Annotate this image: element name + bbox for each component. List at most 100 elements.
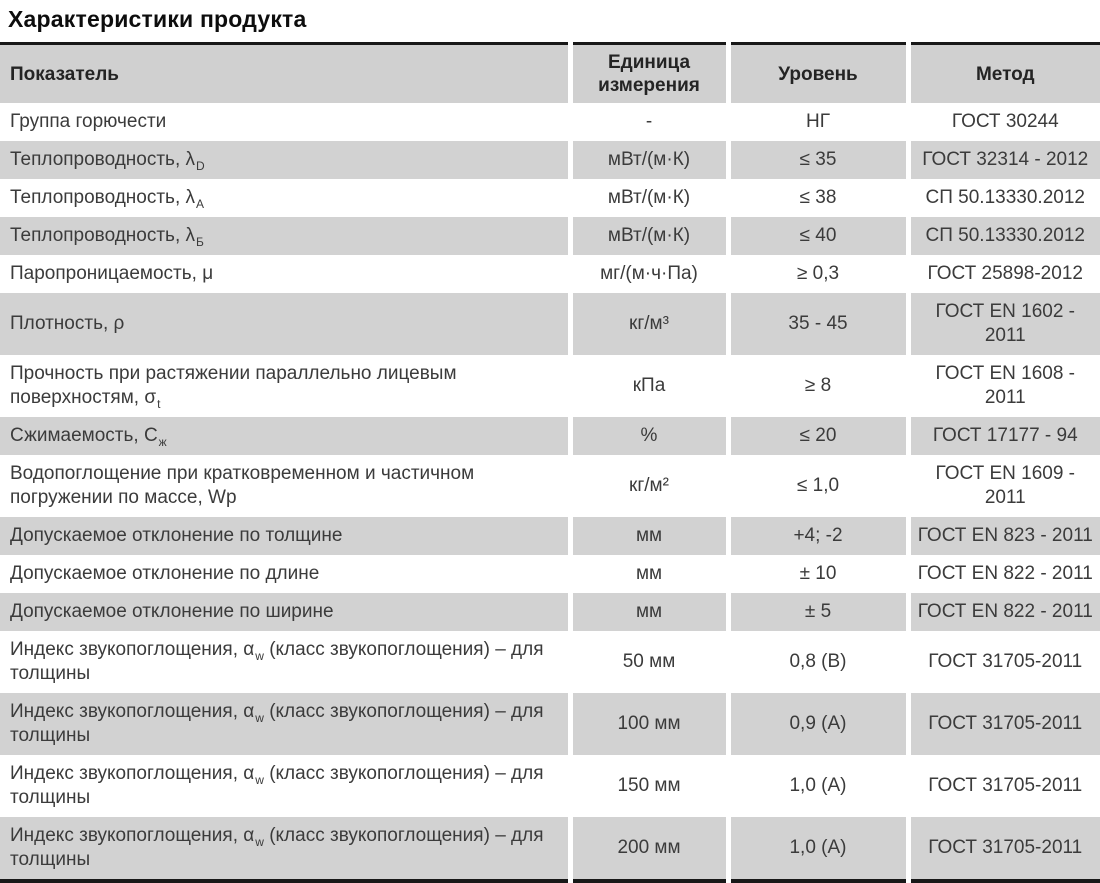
table-row: Прочность при растяжении параллельно лиц…: [0, 355, 1100, 417]
cell-unit: 200 мм: [567, 817, 728, 881]
cell-level: ± 5: [725, 593, 908, 631]
cell-method: ГОСТ EN 1608 - 2011: [905, 355, 1100, 417]
table-row: Группа горючести - НГ ГОСТ 30244: [0, 103, 1100, 141]
header-cell-method: Метод: [905, 43, 1100, 103]
cell-method: ГОСТ EN 1609 - 2011: [905, 455, 1100, 517]
cell-method: ГОСТ 25898-2012: [905, 255, 1100, 293]
header-cell-unit: Единица измерения: [567, 43, 728, 103]
cell-method: ГОСТ EN 1602 - 2011: [905, 293, 1100, 355]
cell-method: СП 50.13330.2012: [905, 179, 1100, 217]
cell-indicator: Индекс звукопоглощения, αw (класс звукоп…: [0, 817, 570, 881]
indicator-subscript: w: [255, 835, 264, 849]
indicator-text: Допускаемое отклонение по длине: [10, 563, 320, 584]
table-row: Теплопроводность, λА мВт/(м·К) ≤ 38 СП 5…: [0, 179, 1100, 217]
table-body: Группа горючести - НГ ГОСТ 30244 Теплопр…: [0, 103, 1100, 881]
indicator-text-after: (класс звукопоглощения) – для толщины: [10, 763, 544, 808]
cell-indicator: Допускаемое отклонение по длине: [0, 555, 570, 593]
cell-unit: 100 мм: [567, 693, 728, 755]
table-row: Допускаемое отклонение по ширине мм ± 5 …: [0, 593, 1100, 631]
cell-unit: 150 мм: [567, 755, 728, 817]
cell-level: ≥ 0,3: [725, 255, 908, 293]
table-row: Допускаемое отклонение по толщине мм +4;…: [0, 517, 1100, 555]
indicator-text: Теплопроводность, λ: [10, 149, 196, 170]
cell-level: ± 10: [725, 555, 908, 593]
table-header-row: Показатель Единица измерения Уровень Мет…: [0, 43, 1100, 103]
indicator-text: Индекс звукопоглощения, α: [10, 825, 255, 846]
cell-method: ГОСТ 32314 - 2012: [905, 141, 1100, 179]
indicator-subscript: w: [255, 711, 264, 725]
table-row: Теплопроводность, λD мВт/(м·К) ≤ 35 ГОСТ…: [0, 141, 1100, 179]
indicator-text: Плотность, ρ: [10, 313, 125, 334]
cell-level: 1,0 (А): [725, 817, 908, 881]
indicator-text: Группа горючести: [10, 111, 167, 132]
cell-level: 1,0 (А): [725, 755, 908, 817]
cell-unit: 50 мм: [567, 631, 728, 693]
cell-method: ГОСТ EN 822 - 2011: [905, 593, 1100, 631]
cell-indicator: Теплопроводность, λБ: [0, 217, 570, 255]
indicator-text: Водопоглощение при кратковременном и час…: [10, 463, 475, 508]
cell-level: ≤ 35: [725, 141, 908, 179]
cell-unit: мВт/(м·К): [567, 217, 728, 255]
cell-method: ГОСТ 31705-2011: [905, 693, 1100, 755]
cell-unit: мм: [567, 517, 728, 555]
table-row: Индекс звукопоглощения, αw (класс звукоп…: [0, 693, 1100, 755]
cell-method: ГОСТ 31705-2011: [905, 817, 1100, 881]
table-header: Показатель Единица измерения Уровень Мет…: [0, 43, 1100, 103]
cell-unit: мВт/(м·К): [567, 141, 728, 179]
product-spec-table: Показатель Единица измерения Уровень Мет…: [0, 42, 1100, 883]
cell-unit: -: [567, 103, 728, 141]
indicator-text: Прочность при растяжении параллельно лиц…: [10, 363, 457, 408]
cell-indicator: Допускаемое отклонение по ширине: [0, 593, 570, 631]
cell-unit: мВт/(м·К): [567, 179, 728, 217]
cell-indicator: Группа горючести: [0, 103, 570, 141]
table-row: Теплопроводность, λБ мВт/(м·К) ≤ 40 СП 5…: [0, 217, 1100, 255]
cell-indicator: Теплопроводность, λD: [0, 141, 570, 179]
cell-indicator: Паропроницаемость, μ: [0, 255, 570, 293]
table-row: Индекс звукопоглощения, αw (класс звукоп…: [0, 755, 1100, 817]
cell-unit: мг/(м·ч·Па): [567, 255, 728, 293]
cell-indicator: Водопоглощение при кратковременном и час…: [0, 455, 570, 517]
indicator-text: Допускаемое отклонение по ширине: [10, 601, 334, 622]
table-row: Допускаемое отклонение по длине мм ± 10 …: [0, 555, 1100, 593]
indicator-subscript: Б: [196, 235, 204, 249]
cell-method: ГОСТ 31705-2011: [905, 631, 1100, 693]
cell-method: ГОСТ EN 823 - 2011: [905, 517, 1100, 555]
cell-indicator: Плотность, ρ: [0, 293, 570, 355]
cell-unit: кг/м³: [567, 293, 728, 355]
indicator-text-after: (класс звукопоглощения) – для толщины: [10, 639, 544, 684]
cell-indicator: Прочность при растяжении параллельно лиц…: [0, 355, 570, 417]
indicator-text: Индекс звукопоглощения, α: [10, 639, 255, 660]
cell-level: НГ: [725, 103, 908, 141]
cell-level: ≤ 38: [725, 179, 908, 217]
cell-method: СП 50.13330.2012: [905, 217, 1100, 255]
table-row: Паропроницаемость, μ мг/(м·ч·Па) ≥ 0,3 Г…: [0, 255, 1100, 293]
cell-indicator: Допускаемое отклонение по толщине: [0, 517, 570, 555]
cell-indicator: Сжимаемость, Сж: [0, 417, 570, 455]
cell-method: ГОСТ 31705-2011: [905, 755, 1100, 817]
cell-unit: мм: [567, 593, 728, 631]
cell-unit: кПа: [567, 355, 728, 417]
cell-indicator: Индекс звукопоглощения, αw (класс звукоп…: [0, 631, 570, 693]
indicator-text: Паропроницаемость, μ: [10, 263, 214, 284]
indicator-subscript: ж: [158, 435, 167, 449]
indicator-text: Индекс звукопоглощения, α: [10, 701, 255, 722]
header-cell-indicator: Показатель: [0, 43, 570, 103]
indicator-subscript: w: [255, 649, 264, 663]
indicator-text: Индекс звукопоглощения, α: [10, 763, 255, 784]
indicator-subscript: D: [196, 159, 205, 173]
cell-level: ≥ 8: [725, 355, 908, 417]
indicator-text-after: (класс звукопоглощения) – для толщины: [10, 701, 544, 746]
table-row: Индекс звукопоглощения, αw (класс звукоп…: [0, 817, 1100, 881]
cell-method: ГОСТ EN 822 - 2011: [905, 555, 1100, 593]
cell-level: ≤ 40: [725, 217, 908, 255]
indicator-text: Сжимаемость, С: [10, 425, 158, 446]
indicator-text: Допускаемое отклонение по толщине: [10, 525, 343, 546]
table-row: Водопоглощение при кратковременном и час…: [0, 455, 1100, 517]
table-row: Индекс звукопоглощения, αw (класс звукоп…: [0, 631, 1100, 693]
indicator-subscript: А: [196, 197, 205, 211]
cell-unit: мм: [567, 555, 728, 593]
cell-indicator: Индекс звукопоглощения, αw (класс звукоп…: [0, 755, 570, 817]
cell-level: 0,9 (А): [725, 693, 908, 755]
cell-method: ГОСТ 30244: [905, 103, 1100, 141]
